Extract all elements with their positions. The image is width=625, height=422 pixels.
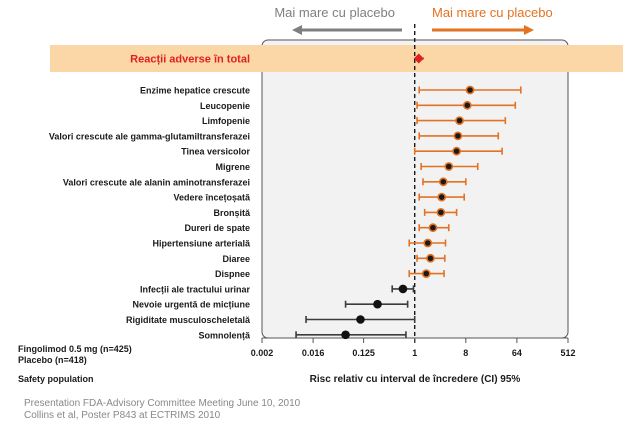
- forest-row: Valori crescute ale alanin aminotransfer…: [63, 177, 467, 187]
- forest-row: Vedere încețoșată: [173, 192, 466, 203]
- forest-row: Tinea versicolor: [181, 146, 503, 157]
- total-row-band: [50, 45, 623, 72]
- row-label: Hipertensiune arterială: [152, 239, 251, 249]
- total-marker: [413, 53, 424, 64]
- point-estimate: [455, 116, 464, 125]
- x-tick-label: 0.125: [352, 348, 375, 358]
- row-label: Valori crescute ale gamma-glutamiltransf…: [49, 131, 250, 141]
- x-tick-label: 0.002: [251, 348, 274, 358]
- point-estimate: [421, 269, 431, 278]
- point-estimate: [438, 177, 448, 187]
- point-estimate: [356, 315, 365, 324]
- row-label: Bronșită: [213, 208, 251, 218]
- forest-row: Dispnee: [215, 269, 445, 279]
- forest-row: Migrene: [215, 162, 479, 172]
- point-estimate: [423, 238, 433, 248]
- forest-row: Rigiditate musculoscheletală: [126, 315, 416, 325]
- footnote-line-2: Collins et al, Poster P843 at ECTRIMS 20…: [24, 410, 221, 421]
- x-tick-label: 1: [412, 348, 417, 358]
- row-label: Rigiditate musculoscheletală: [126, 315, 251, 325]
- forest-row: Bronșită: [213, 207, 458, 218]
- point-estimate: [341, 330, 350, 340]
- placebo-note: Placebo (n=418): [18, 355, 87, 365]
- x-tick-label: 64: [512, 348, 522, 358]
- treatment-note: Fingolimod 0.5 mg (n=425): [18, 344, 132, 354]
- row-label: Enzime hepatice crescute: [140, 86, 250, 96]
- point-estimate: [426, 253, 435, 263]
- forest-rows: Enzime hepatice crescute Leucopenie Limfop…: [49, 85, 522, 340]
- x-tick-label: 0.016: [302, 348, 325, 358]
- point-estimate: [453, 131, 463, 141]
- left-direction-label: Mai mare cu placebo: [274, 5, 395, 20]
- row-label: Infecții ale tractului urinar: [140, 284, 251, 294]
- x-tick-label: 512: [560, 348, 575, 358]
- row-label: Diaree: [222, 254, 250, 264]
- row-label: Valori crescute ale alanin aminotransfer…: [63, 177, 250, 187]
- point-estimate: [462, 100, 472, 110]
- x-axis-label: Risc relativ cu interval de încredere (C…: [310, 374, 521, 385]
- x-tick-label: 8: [463, 348, 468, 358]
- total-label: Reacții adverse în total: [130, 54, 250, 66]
- point-estimate: [437, 192, 447, 202]
- forest-row: Leucopenie: [200, 100, 517, 111]
- forest-row: Dureri de spate: [184, 223, 450, 233]
- point-estimate: [436, 207, 446, 217]
- forest-row: Hipertensiune arterială: [152, 238, 447, 249]
- row-label: Somnolență: [198, 330, 250, 340]
- total-row: Reacții adverse în total: [130, 53, 424, 66]
- right-direction-label: Mai mare cu placebo: [432, 5, 553, 20]
- right-direction-arrowhead: [524, 25, 534, 35]
- left-direction-arrowhead: [292, 25, 302, 35]
- row-label: Nevoie urgentă de micțiune: [132, 300, 250, 310]
- forest-row: Infecții ale tractului urinar: [140, 284, 415, 294]
- row-label: Dureri de spate: [184, 223, 250, 233]
- forest-row: Enzime hepatice crescute: [140, 85, 522, 96]
- row-label: Dispnee: [215, 269, 250, 279]
- row-label: Leucopenie: [200, 101, 250, 111]
- forest-row: Somnolență: [198, 330, 407, 340]
- forest-row: Valori crescute ale gamma-glutamiltransf…: [49, 131, 500, 141]
- forest-row: Nevoie urgentă de micțiune: [132, 299, 409, 310]
- point-estimate: [373, 299, 382, 309]
- row-label: Migrene: [215, 162, 250, 172]
- forest-row: Limfopenie: [202, 116, 507, 126]
- row-label: Vedere încețoșată: [173, 193, 251, 203]
- point-estimate: [465, 85, 475, 95]
- x-axis-ticks: 0.002 0.016 0.125 1 8 64 512: [251, 338, 576, 358]
- footnote-line-1: Presentation FDA-Advisory Committee Meet…: [24, 398, 301, 409]
- point-estimate: [398, 284, 408, 294]
- row-label: Limfopenie: [202, 116, 250, 126]
- row-label: Tinea versicolor: [181, 147, 250, 157]
- point-estimate: [452, 146, 461, 156]
- point-estimate: [444, 162, 454, 171]
- population-note: Safety population: [18, 374, 94, 384]
- forest-row: Diaree: [222, 253, 446, 264]
- point-estimate: [428, 223, 438, 233]
